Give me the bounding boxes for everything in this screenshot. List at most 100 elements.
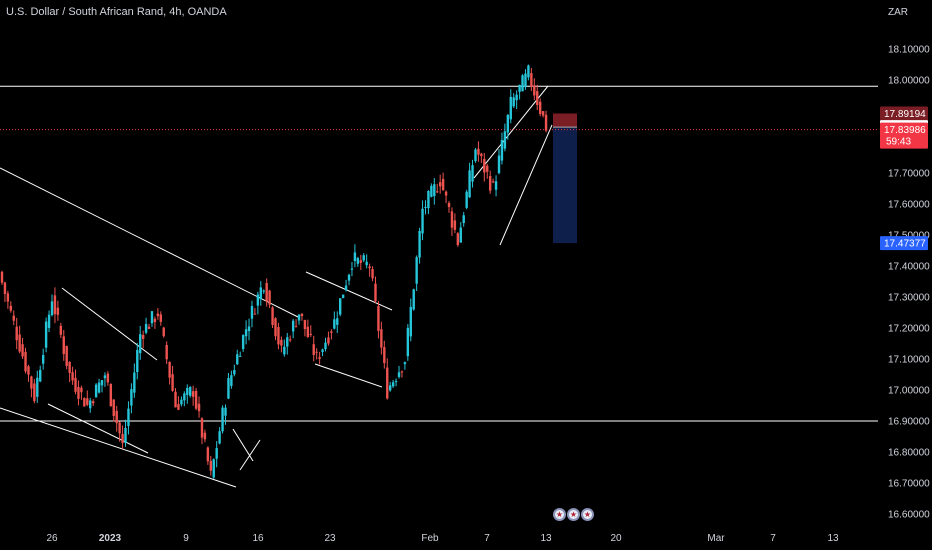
x-tick-label: 2023 [99,533,122,544]
candle-body [256,294,260,306]
candle-body [230,375,233,386]
candle-body [3,282,7,294]
stop-loss-zone [553,113,577,128]
candle-body [497,155,501,174]
candle-body [124,427,127,443]
candlestick-series [0,64,548,479]
candle-body [268,290,271,305]
candle-body [336,318,339,325]
candle-body [247,326,251,332]
candle-body [94,384,98,398]
candle-body [344,285,348,291]
y-tick-label: 16.90000 [888,417,930,428]
last-price-tag: 17.83986 [884,125,926,136]
candle-body [59,325,63,335]
time-axis[interactable]: 26 2023 9 16 23 Feb 7 13 20 Mar 7 13 [46,533,839,544]
candle-body [406,327,410,357]
candle-body [191,391,195,397]
x-tick-label: 16 [252,533,264,544]
y-tick-label: 17.50000 [888,231,930,242]
candle-body [18,334,21,352]
candle-body [359,260,362,263]
candle-body [474,149,477,162]
candle-body [303,319,307,330]
candle-body [39,369,42,382]
candle-body [239,355,242,357]
candle-body [356,258,360,264]
stop-price-tag: 17.89194 [884,109,926,120]
candle-body [244,329,248,337]
candle-body [139,334,142,354]
candle-body [74,377,77,392]
candle-body [327,337,330,344]
candle-body [459,227,462,243]
candle-body [186,387,189,395]
trendline [239,439,261,471]
candle-body [33,383,36,402]
candle-body [371,269,374,279]
us-flag-icon[interactable]: ★ [581,508,594,521]
candle-body [403,362,407,365]
candle-body [427,190,430,209]
candle-body [68,361,71,373]
candle-body [162,327,165,337]
trendline [61,287,158,361]
candle-body [483,158,486,173]
candle-body [118,422,121,434]
candle-body [450,211,454,228]
candle-body [433,184,436,197]
candle-body [183,393,186,401]
candle-body [509,96,512,120]
candle-body [241,335,245,350]
x-tick-label: 7 [484,533,490,544]
trendline [47,403,149,454]
candle-body [421,208,424,234]
x-tick-label: 9 [183,533,189,544]
stop-price-tag-bg [880,106,928,121]
candle-body [362,255,365,261]
candle-body [388,385,392,391]
candle-body [456,233,460,246]
candle-body [480,153,483,157]
candle-body [453,220,457,230]
candle-body [297,314,301,321]
candle-body [212,459,215,478]
candle-body [527,65,530,78]
candle-body [236,354,239,365]
y-tick-label: 18.10000 [888,45,930,56]
us-flag-icon[interactable]: ★ [567,508,580,521]
candle-body [368,266,371,269]
candle-body [141,335,145,339]
candle-body [174,391,177,408]
candle-body [121,433,124,443]
candle-body [9,305,13,311]
candle-body [538,101,542,114]
x-tick-label: Mar [707,533,725,544]
x-tick-label: 13 [827,533,839,544]
us-flag-icon[interactable]: ★ [553,508,566,521]
candle-body [97,382,101,393]
candle-body [468,170,471,198]
x-tick-label: 26 [46,533,58,544]
candle-body [168,361,171,378]
candle-body [115,410,118,424]
candle-body [262,290,265,292]
candle-body [203,432,207,440]
x-tick-label: 20 [610,533,622,544]
candle-body [341,294,345,299]
price-axis[interactable]: ZAR 18.10000 18.00000 17.70000 17.60000 17.50… [888,7,930,521]
candle-body [330,331,333,333]
candle-body [365,261,368,266]
candle-body [50,301,54,316]
candle-body [333,319,336,329]
candle-body [233,369,236,375]
candle-body [150,311,154,324]
y-tick-label: 16.60000 [888,510,930,521]
trendline-drawings [0,85,878,488]
candle-body [486,165,489,172]
candle-body [415,257,418,284]
candle-body [391,382,395,387]
candle-body [438,182,442,187]
trendline [232,428,254,462]
